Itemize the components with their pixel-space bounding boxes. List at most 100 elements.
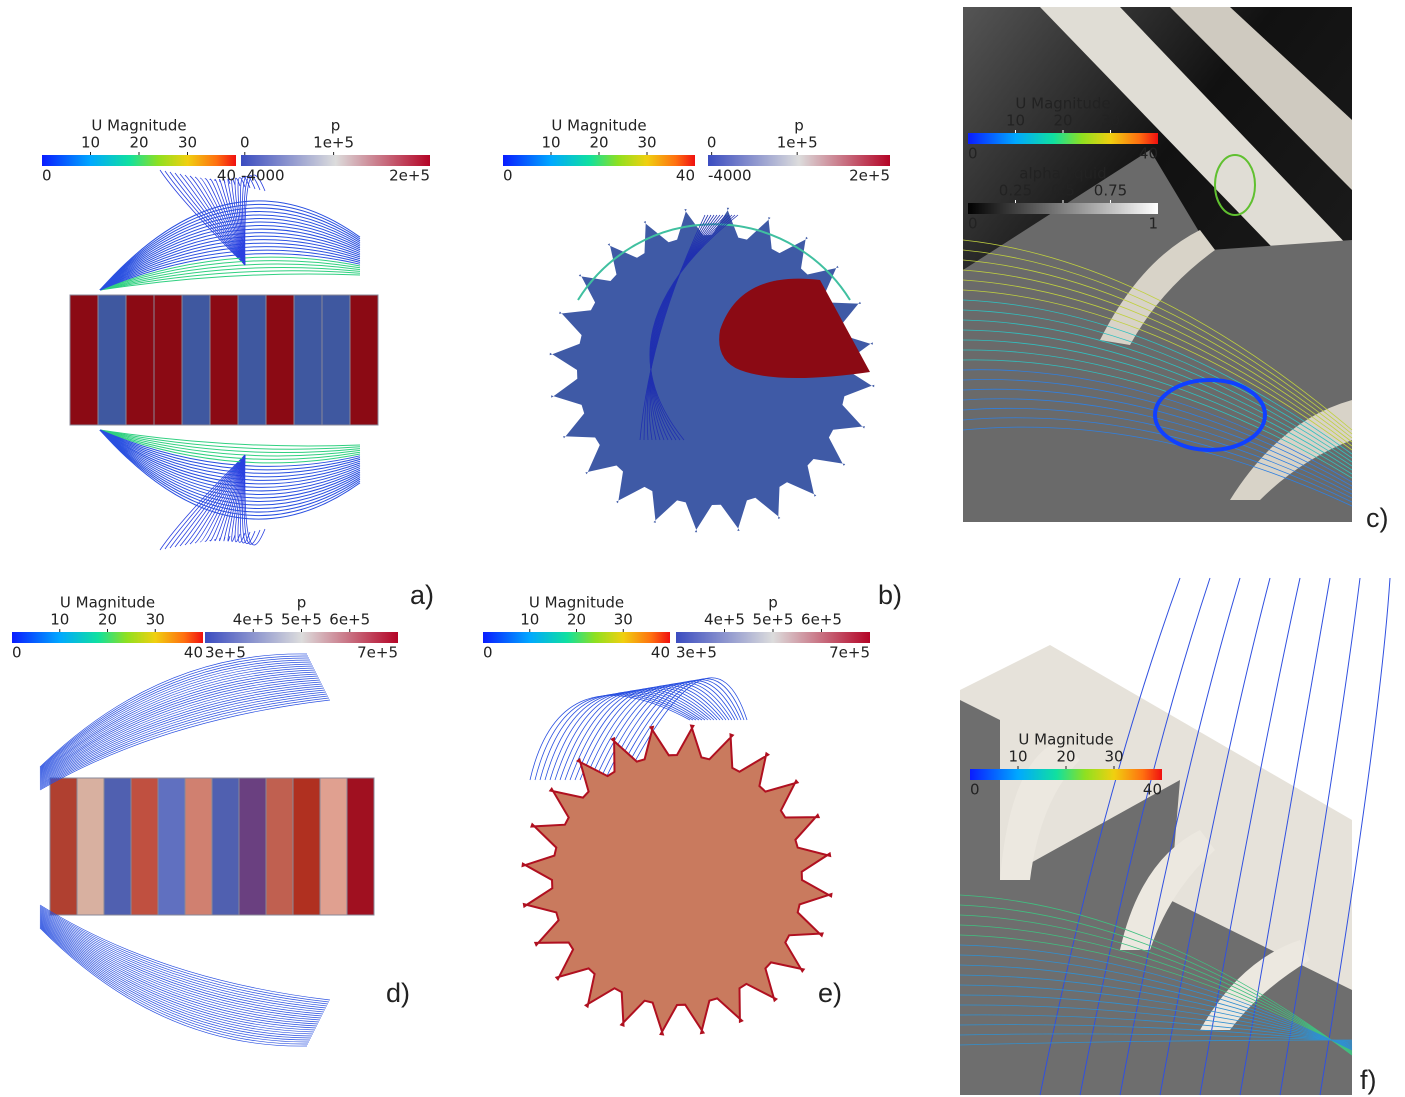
range-min: 0 xyxy=(12,644,22,662)
colorbar xyxy=(676,632,870,643)
range-min: 0 xyxy=(970,781,980,799)
tick-label: 4e+5 xyxy=(704,611,745,629)
gear-slice xyxy=(320,778,347,915)
gear-slice xyxy=(239,778,266,915)
tick-label: 0.25 xyxy=(999,182,1032,200)
tick-label: 20 xyxy=(129,134,148,152)
streamline xyxy=(40,918,317,1026)
colorbar xyxy=(708,155,890,166)
streamline xyxy=(40,686,323,783)
tick-label: 0.5 xyxy=(1051,182,1075,200)
colorbar xyxy=(503,155,695,166)
tick-label: 1e+5 xyxy=(313,134,354,152)
range-min: -4000 xyxy=(241,167,285,185)
colorbar-title: U Magnitude xyxy=(60,594,155,612)
tick-label: 6e+5 xyxy=(801,611,842,629)
range-max: 2e+5 xyxy=(389,167,430,185)
range-min: 0 xyxy=(968,215,978,233)
range-min: 3e+5 xyxy=(205,644,246,662)
colorbar xyxy=(205,632,398,643)
gear-slice xyxy=(154,295,182,425)
gear-slice xyxy=(266,778,293,915)
tick-label: 10 xyxy=(541,134,560,152)
streamline xyxy=(40,698,329,789)
range-max: 40 xyxy=(676,167,695,185)
range-min: -4000 xyxy=(708,167,752,185)
tick-label: 30 xyxy=(637,134,656,152)
panel-label: a) xyxy=(410,580,434,610)
range-max: 40 xyxy=(1139,145,1158,163)
page: {"panels": [ {"label": "a)", "colorbars"… xyxy=(0,0,1405,1097)
range-min: 3e+5 xyxy=(676,644,717,662)
tick-label: 20 xyxy=(589,134,608,152)
colorbar xyxy=(241,155,430,166)
figure: U Magnitude102030040p01e+5-40002e+5U Mag… xyxy=(0,0,1405,1097)
tick-label: 10 xyxy=(1008,748,1027,766)
panel-label: c) xyxy=(1366,503,1389,533)
colorbar-title: U Magnitude xyxy=(1018,731,1113,749)
tick-label: 20 xyxy=(1056,748,1075,766)
tick-label: 30 xyxy=(146,611,165,629)
gear-slice xyxy=(293,778,320,915)
streamline xyxy=(40,926,309,1042)
tick-label: 20 xyxy=(98,611,117,629)
range-max: 1 xyxy=(1148,215,1158,233)
colorbar-title: U Magnitude xyxy=(91,117,186,135)
gear-slice xyxy=(294,295,322,425)
streamline xyxy=(40,678,319,779)
tick-label: 30 xyxy=(178,134,197,152)
tick-label: 10 xyxy=(520,611,539,629)
colorbar-title: U Magnitude xyxy=(1015,95,1110,113)
tick-label: 0.75 xyxy=(1094,182,1127,200)
tick-label: 10 xyxy=(1006,112,1025,130)
gear-slice xyxy=(185,778,212,915)
gear-slice xyxy=(322,295,350,425)
tick-label: 6e+5 xyxy=(329,611,370,629)
colorbar xyxy=(968,203,1158,214)
gear-slice xyxy=(350,295,378,425)
colorbar xyxy=(42,155,236,166)
gear-slice xyxy=(77,778,104,915)
range-max: 40 xyxy=(217,167,236,185)
panel-label: d) xyxy=(386,978,410,1008)
colorbar-title: U Magnitude xyxy=(551,117,646,135)
colorbar xyxy=(968,133,1158,144)
gear-slice xyxy=(104,778,131,915)
tick-label: 30 xyxy=(1101,112,1120,130)
panel-label: f) xyxy=(1360,1065,1377,1095)
range-max: 40 xyxy=(1143,781,1162,799)
gear xyxy=(523,726,832,1035)
streamline xyxy=(40,692,326,786)
streamline xyxy=(244,455,260,544)
gear-slice xyxy=(158,778,185,915)
tick-label: 0 xyxy=(707,134,717,152)
tick-label: 5e+5 xyxy=(753,611,794,629)
gear-slice xyxy=(70,295,98,425)
tick-label: 4e+5 xyxy=(233,611,274,629)
colorbar-title: p xyxy=(297,594,307,612)
tick-label: 10 xyxy=(81,134,100,152)
tick-label: 30 xyxy=(614,611,633,629)
gear-slice xyxy=(126,295,154,425)
gear-slice xyxy=(131,778,158,915)
tick-label: 1e+5 xyxy=(777,134,818,152)
range-max: 7e+5 xyxy=(357,644,398,662)
gear-slice xyxy=(212,778,239,915)
gear-slice xyxy=(238,295,266,425)
gear-slice xyxy=(347,778,374,915)
colorbar xyxy=(483,632,670,643)
gear-slice xyxy=(182,295,210,425)
range-min: 0 xyxy=(968,145,978,163)
range-max: 7e+5 xyxy=(829,644,870,662)
tick-label: 5e+5 xyxy=(281,611,322,629)
colorbar-title: alpha.liquid xyxy=(1019,165,1106,183)
gear-slice xyxy=(98,295,126,425)
colorbar xyxy=(12,632,203,643)
streamline xyxy=(40,700,330,790)
tick-label: 20 xyxy=(1053,112,1072,130)
streamline xyxy=(40,919,316,1028)
panel-label: e) xyxy=(818,978,842,1008)
gear-slice xyxy=(266,295,294,425)
colorbar xyxy=(970,769,1162,780)
colorbar-title: p xyxy=(794,117,804,135)
